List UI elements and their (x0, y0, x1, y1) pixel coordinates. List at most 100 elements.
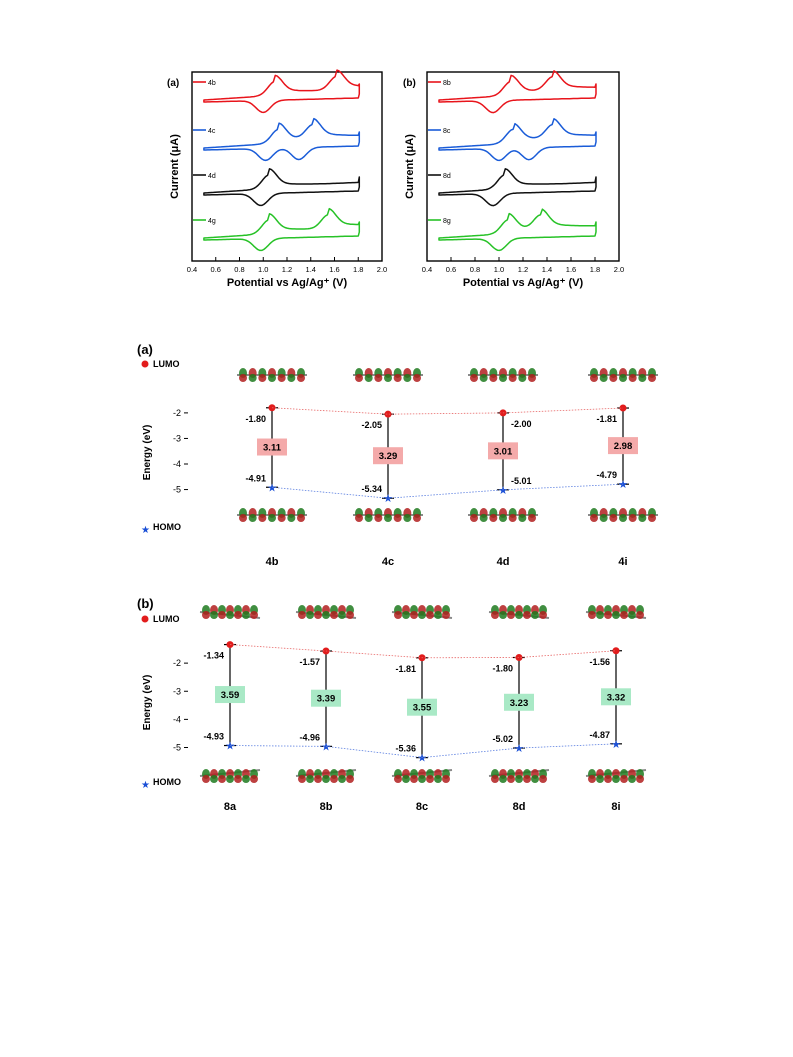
orbital-lobe (403, 514, 412, 522)
orbital-lobe (330, 775, 338, 783)
homo-point: ★ (611, 739, 621, 751)
cv-trace-8b (438, 70, 597, 114)
orbital-lobe (394, 775, 402, 783)
cv-xlabel: Potential vs Ag/Ag⁺ (V) (227, 277, 348, 289)
lumo-trend-line (229, 644, 617, 659)
orbital-lobe (539, 775, 547, 783)
orbital-lobe (287, 514, 296, 522)
orbital-lobe (499, 374, 507, 382)
orbital-lobe (287, 374, 296, 382)
homo-legend-label: HOMO (153, 777, 181, 787)
energy-ytick-label: -2 (173, 408, 181, 418)
energy-ytick-label: -5 (173, 743, 181, 753)
orbital-image (585, 769, 647, 783)
gap-box (373, 447, 403, 465)
orbital-lobe (218, 775, 226, 783)
homo-value: -5.34 (361, 484, 382, 494)
gap-value: 3.59 (221, 690, 240, 701)
lumo-value: -1.34 (203, 651, 224, 661)
lumo-point (612, 647, 620, 655)
orbital-lobe (410, 611, 418, 619)
lumo-value: -2.00 (511, 419, 532, 429)
compound-label: 4c (382, 556, 394, 568)
gap-value: 3.29 (379, 451, 398, 462)
cv-xtick-label: 0.6 (211, 265, 221, 274)
homo-marker-icon: ★ (141, 780, 150, 791)
orbital-lobe (648, 514, 656, 522)
orbital-lobe (393, 374, 402, 382)
orbital-lobe (322, 775, 330, 783)
cv-xtick-label: 1.6 (566, 265, 576, 274)
cv-trace-8d (438, 168, 597, 207)
energy-panel-label: (a) (137, 342, 153, 357)
homo-point: ★ (514, 743, 524, 755)
lumo-value: -1.80 (245, 414, 266, 424)
lumo-value: -1.80 (492, 664, 513, 674)
homo-legend-label: HOMO (153, 522, 181, 532)
orbital-lobe (609, 514, 618, 522)
orbital-image (488, 605, 550, 619)
lumo-value: -1.81 (596, 414, 617, 424)
orbital-lobe (588, 611, 596, 619)
orbital-lobe (507, 775, 515, 783)
orbital-lobe (234, 775, 242, 783)
cv-legend-label: 8g (443, 218, 451, 225)
gap-value: 3.11 (263, 443, 282, 454)
orbital-lobe (298, 611, 306, 619)
orbital-lobe (248, 514, 257, 522)
compound-label: 8i (611, 801, 620, 813)
orbital-lobe (628, 775, 636, 783)
orbital-image (588, 508, 658, 522)
lumo-marker-icon (141, 615, 149, 623)
cv-legend-label: 8d (443, 173, 451, 180)
orbital-lobe (518, 374, 527, 382)
homo-point: ★ (498, 485, 508, 497)
lumo-value: -1.57 (299, 657, 320, 667)
cv-xtick-label: 2.0 (614, 265, 624, 274)
compound-label: 4d (497, 556, 510, 568)
orbital-lobe (402, 611, 410, 619)
gap-value: 3.39 (317, 694, 336, 705)
orbital-lobe (418, 611, 426, 619)
compound-label: 4b (266, 556, 279, 568)
orbital-lobe (612, 775, 620, 783)
orbital-lobe (523, 611, 531, 619)
orbital-lobe (384, 374, 392, 382)
orbital-lobe (355, 374, 363, 382)
gap-box (608, 437, 638, 455)
orbital-lobe (620, 611, 628, 619)
orbital-lobe (518, 514, 527, 522)
orbital-image (353, 368, 423, 382)
orbital-lobe (374, 374, 383, 382)
orbital-lobe (508, 374, 517, 382)
orbital-lobe (588, 775, 596, 783)
orbital-lobe (346, 775, 354, 783)
orbital-lobe (277, 514, 286, 522)
orbital-lobe (499, 611, 507, 619)
orbital-lobe (202, 611, 210, 619)
homo-value: -4.93 (203, 732, 224, 742)
cv-panel-label: (b) (403, 78, 416, 89)
cv-trace-8g (438, 208, 597, 252)
orbital-image (588, 368, 658, 382)
homo-point: ★ (417, 753, 427, 765)
orbital-lobe (596, 611, 604, 619)
lumo-point (384, 410, 392, 418)
orbital-lobe (413, 374, 421, 382)
orbital-lobe (268, 514, 276, 522)
orbital-lobe (218, 611, 226, 619)
cv-xtick-label: 0.8 (234, 265, 244, 274)
orbital-lobe (426, 611, 434, 619)
orbital-lobe (515, 611, 523, 619)
lumo-marker-icon (141, 360, 149, 368)
cv-legend-label: 8b (443, 80, 451, 87)
orbital-lobe (489, 374, 498, 382)
orbital-lobe (596, 775, 604, 783)
orbital-lobe (638, 514, 647, 522)
cv-xtick-label: 1.6 (329, 265, 339, 274)
orbital-lobe (619, 374, 627, 382)
cv-panel-1: (a) Current (μA) Potential vs Ag/Ag⁺ (V) 0.… (167, 69, 387, 289)
orbital-lobe (210, 611, 218, 619)
cv-legend-label: 4c (208, 128, 216, 135)
orbital-lobe (364, 514, 373, 522)
